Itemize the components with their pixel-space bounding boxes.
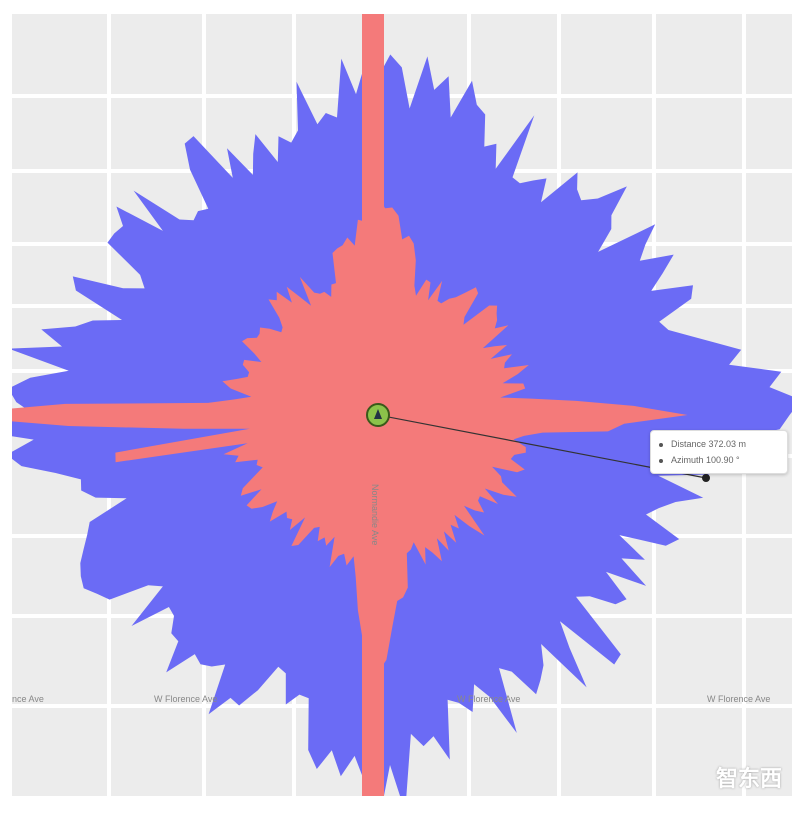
street-label: Normandie Ave	[370, 484, 380, 546]
coverage-map[interactable]: nce Ave W Florence Ave W Florence Ave W …	[12, 14, 792, 796]
watermark-logo: 智东西	[715, 766, 782, 791]
antenna-glyph	[374, 409, 382, 419]
street-label: W Florence Ave	[457, 694, 521, 704]
azimuth-value: Azimuth 100.90 °	[671, 455, 740, 465]
street-label: W Florence Ave	[707, 694, 771, 704]
street-label: W Florence Ave	[154, 694, 218, 704]
map-canvas	[12, 14, 792, 796]
measurement-endpoint	[702, 474, 710, 482]
distance-value: Distance 372.03 m	[671, 439, 747, 449]
street-label: nce Ave	[12, 694, 44, 704]
measurement-tooltip: Distance 372.03 m Azimuth 100.90 °	[650, 430, 788, 474]
strong-coverage-area	[12, 196, 688, 673]
